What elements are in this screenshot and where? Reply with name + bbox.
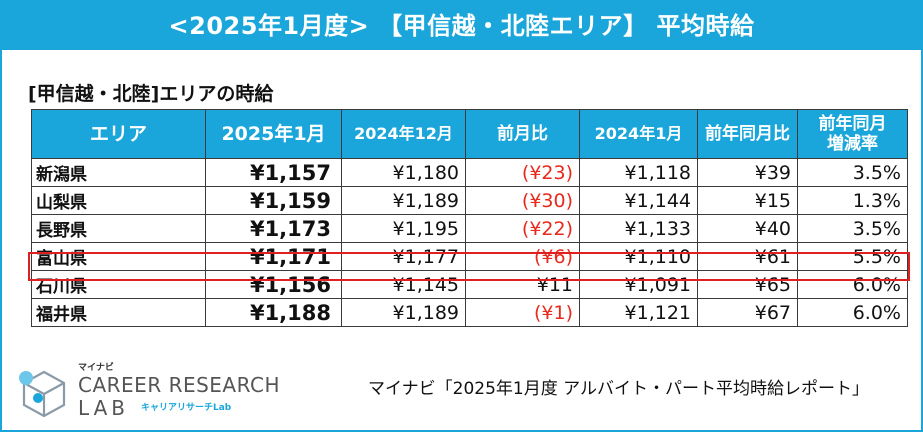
hourly-wage-table: エリア 2025年1月 2024年12月 前月比 2024年1月 前年同月比 前… bbox=[31, 109, 908, 327]
table-row: 石川県 ¥1,156 ¥1,145 ¥11 ¥1,091 ¥65 6.0% bbox=[31, 270, 908, 299]
dec-2024-cell: ¥1,195 bbox=[341, 214, 466, 243]
month-over-month-cell: (¥23) bbox=[465, 158, 580, 187]
cube-logo-icon bbox=[19, 370, 66, 418]
header-rate-line2: 増減率 bbox=[827, 134, 878, 154]
logo-wordmark: CAREER RESEARCH bbox=[78, 373, 281, 397]
area-cell: 山梨県 bbox=[31, 186, 206, 215]
month-over-month-cell: ¥11 bbox=[465, 270, 580, 299]
logo-lab-text: LAB bbox=[78, 396, 130, 420]
jan-2025-cell: ¥1,188 bbox=[205, 298, 342, 327]
month-over-month-cell: (¥1) bbox=[465, 298, 580, 327]
month-over-month-cell: (¥30) bbox=[465, 186, 580, 215]
area-cell: 新潟県 bbox=[31, 158, 206, 187]
dec-2024-cell: ¥1,189 bbox=[341, 186, 466, 215]
header-jan-2025: 2025年1月 bbox=[205, 109, 342, 159]
year-over-year-rate-cell: 3.5% bbox=[797, 214, 908, 243]
jan-2024-cell: ¥1,091 bbox=[579, 270, 698, 299]
year-over-year-cell: ¥15 bbox=[697, 186, 798, 215]
logo-kana-text: キャリアリサーチLab bbox=[141, 403, 232, 413]
area-cell: 富山県 bbox=[31, 242, 206, 271]
jan-2024-cell: ¥1,121 bbox=[579, 298, 698, 327]
logo-brand-small: マイナビ bbox=[78, 363, 114, 373]
header-dec-2024: 2024年12月 bbox=[341, 109, 466, 159]
jan-2025-cell: ¥1,156 bbox=[205, 270, 342, 299]
header-jan-2024: 2024年1月 bbox=[579, 109, 698, 159]
area-cell: 福井県 bbox=[31, 298, 206, 327]
header-year-over-year-rate: 前年同月 増減率 bbox=[797, 109, 908, 159]
dec-2024-cell: ¥1,177 bbox=[341, 242, 466, 271]
year-over-year-cell: ¥67 bbox=[697, 298, 798, 327]
table-header-row: エリア 2025年1月 2024年12月 前月比 2024年1月 前年同月比 前… bbox=[31, 109, 908, 159]
source-citation: マイナビ「2025年1月度 アルバイト・パート平均時給レポート」 bbox=[368, 379, 869, 399]
dec-2024-cell: ¥1,145 bbox=[341, 270, 466, 299]
dec-2024-cell: ¥1,189 bbox=[341, 298, 466, 327]
year-over-year-rate-cell: 6.0% bbox=[797, 298, 908, 327]
year-over-year-cell: ¥61 bbox=[697, 242, 798, 271]
jan-2024-cell: ¥1,133 bbox=[579, 214, 698, 243]
header-year-over-year: 前年同月比 bbox=[697, 109, 798, 159]
month-over-month-cell: (¥22) bbox=[465, 214, 580, 243]
career-research-lab-logo: マイナビ CAREER RESEARCH LAB キャリアリサーチLab bbox=[16, 362, 280, 422]
page-title-banner: <2025年1月度> 【甲信越・北陸エリア】 平均時給 bbox=[2, 2, 921, 50]
jan-2024-cell: ¥1,118 bbox=[579, 158, 698, 187]
table-row: 山梨県 ¥1,159 ¥1,189 (¥30) ¥1,144 ¥15 1.3% bbox=[31, 186, 908, 215]
table-row: 福井県 ¥1,188 ¥1,189 (¥1) ¥1,121 ¥67 6.0% bbox=[31, 298, 908, 327]
year-over-year-rate-cell: 6.0% bbox=[797, 270, 908, 299]
area-cell: 石川県 bbox=[31, 270, 206, 299]
table-row: 新潟県 ¥1,157 ¥1,180 (¥23) ¥1,118 ¥39 3.5% bbox=[31, 158, 908, 187]
dec-2024-cell: ¥1,180 bbox=[341, 158, 466, 187]
jan-2024-cell: ¥1,110 bbox=[579, 242, 698, 271]
area-cell: 長野県 bbox=[31, 214, 206, 243]
month-over-month-cell: (¥6) bbox=[465, 242, 580, 271]
header-month-over-month: 前月比 bbox=[465, 109, 580, 159]
header-area: エリア bbox=[31, 109, 206, 159]
year-over-year-rate-cell: 1.3% bbox=[797, 186, 908, 215]
jan-2025-cell: ¥1,171 bbox=[205, 242, 342, 271]
table-row: 長野県 ¥1,173 ¥1,195 (¥22) ¥1,133 ¥40 3.5% bbox=[31, 214, 908, 243]
year-over-year-cell: ¥40 bbox=[697, 214, 798, 243]
table-row: 富山県 ¥1,171 ¥1,177 (¥6) ¥1,110 ¥61 5.5% bbox=[31, 242, 908, 271]
jan-2024-cell: ¥1,144 bbox=[579, 186, 698, 215]
header-rate-line1: 前年同月 bbox=[818, 114, 887, 134]
year-over-year-rate-cell: 3.5% bbox=[797, 158, 908, 187]
table-title: [甲信越・北陸]エリアの時給 bbox=[28, 83, 274, 105]
jan-2025-cell: ¥1,173 bbox=[205, 214, 342, 243]
year-over-year-cell: ¥39 bbox=[697, 158, 798, 187]
year-over-year-cell: ¥65 bbox=[697, 270, 798, 299]
jan-2025-cell: ¥1,157 bbox=[205, 158, 342, 187]
year-over-year-rate-cell: 5.5% bbox=[797, 242, 908, 271]
jan-2025-cell: ¥1,159 bbox=[205, 186, 342, 215]
